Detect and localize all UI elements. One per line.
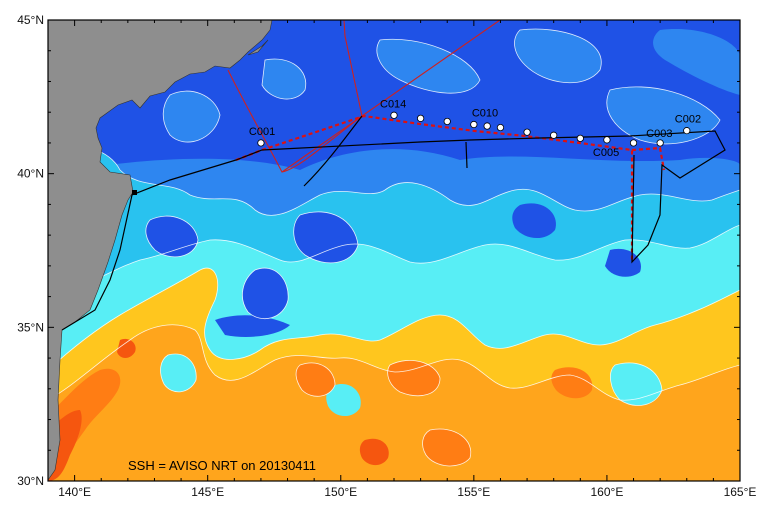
station-dot	[629, 139, 638, 147]
ssh-contour-lines	[48, 28, 740, 467]
ssh-orange-light-band	[48, 324, 740, 481]
ssh-cyan-eddies	[160, 353, 662, 417]
station-dot	[576, 134, 584, 142]
cruise-track	[61, 115, 726, 331]
station-dot	[656, 139, 664, 147]
lon-tick-label: 160°E	[591, 485, 624, 499]
ssh-orange-band	[48, 360, 593, 481]
station-dot	[257, 139, 265, 147]
station-dot	[417, 114, 425, 122]
lat-tick-label: 40°N	[17, 167, 44, 181]
station-dot	[496, 123, 505, 132]
tick-marks	[47, 19, 741, 482]
station-line	[235, 114, 666, 262]
lat-tick-label: 35°N	[17, 320, 44, 334]
lat-tick-label: 45°N	[17, 13, 44, 27]
lon-tick-label: 150°E	[324, 485, 357, 499]
ssh-deep-blue-eddies	[145, 203, 641, 337]
station-dot	[683, 127, 691, 135]
station-dot	[390, 111, 398, 119]
lon-tick-label: 155°E	[457, 485, 490, 499]
lon-tick-label: 145°E	[191, 485, 224, 499]
station-label: C014	[380, 98, 406, 110]
station-label: C001	[249, 126, 275, 138]
station-label: C002	[675, 114, 701, 126]
ship-track	[227, 20, 501, 173]
tick-labels: 140°E 145°E 150°E 155°E 160°E 165°E 30°N 35°N 40…	[17, 13, 756, 499]
station-dot	[603, 136, 611, 144]
station-dot	[470, 120, 478, 129]
map-caption: SSH = AVISO NRT on 20130411	[128, 458, 316, 473]
station-dot	[443, 117, 451, 126]
port-marker	[132, 190, 137, 195]
station-label: C010	[472, 107, 498, 119]
station-dot	[483, 122, 491, 130]
station-dot	[523, 128, 531, 136]
lat-tick-label: 30°N	[17, 474, 44, 488]
station-dot	[550, 131, 558, 139]
lon-tick-label: 140°E	[58, 485, 91, 499]
station-label: C003	[646, 128, 672, 140]
station-label: C005	[593, 147, 619, 159]
lon-tick-label: 165°E	[724, 485, 757, 499]
